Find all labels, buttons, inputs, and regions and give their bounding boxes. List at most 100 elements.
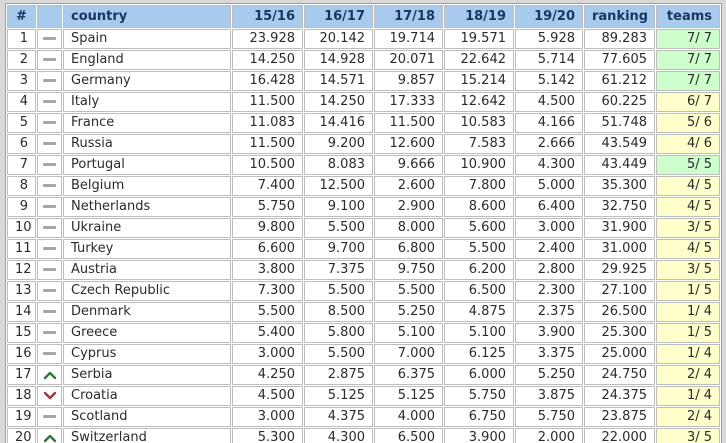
season-value-cell: 19.571: [444, 29, 514, 49]
table-row: 14 Denmark 5.500 8.500 5.250 4.875 2.375 26.500…: [7, 302, 720, 322]
season-value-cell: 12.642: [444, 92, 514, 112]
season-value-cell: 22.642: [444, 50, 514, 70]
season-value-cell: 4.375: [304, 407, 373, 427]
ranking-cell: 31.900: [584, 218, 655, 238]
country-cell: Scotland: [63, 407, 231, 427]
season-value-cell: 7.300: [232, 281, 303, 301]
country-coefficient-table: # country 15/16 16/17 17/18 18/19 19/20 …: [5, 3, 722, 443]
movement-cell: [37, 71, 62, 91]
country-cell: Ukraine: [63, 218, 231, 238]
ranking-cell: 31.000: [584, 239, 655, 259]
season-value-cell: 5.000: [515, 176, 583, 196]
table-row: 12 Austria 3.800 7.375 9.750 6.200 2.800 29.925…: [7, 260, 720, 280]
season-value-cell: 5.500: [232, 302, 303, 322]
table-row: 17 Serbia 4.250 2.875 6.375 6.000 5.250 24.750 2…: [7, 365, 720, 385]
table-row: 13 Czech Republic 7.300 5.500 5.500 6.500 2.30…: [7, 281, 720, 301]
ranking-cell: 43.449: [584, 155, 655, 175]
rank-cell: 8: [7, 176, 36, 196]
movement-cell: [37, 29, 62, 49]
rank-cell: 12: [7, 260, 36, 280]
country-cell: Croatia: [63, 386, 231, 406]
season-value-cell: 5.500: [304, 344, 373, 364]
col-header-season-19-20: 19/20: [515, 5, 583, 28]
chevron-down-icon: [43, 391, 56, 399]
season-value-cell: 9.857: [374, 71, 443, 91]
season-value-cell: 6.375: [374, 365, 443, 385]
country-cell: Russia: [63, 134, 231, 154]
dash-icon: [43, 268, 56, 271]
header-row: # country 15/16 16/17 17/18 18/19 19/20 …: [7, 5, 720, 28]
movement-cell: [37, 323, 62, 343]
dash-icon: [43, 415, 56, 418]
col-header-movement: [37, 5, 62, 28]
teams-cell: 1/ 4: [656, 386, 720, 406]
season-value-cell: 4.000: [374, 407, 443, 427]
ranking-cell: 22.000: [584, 428, 655, 443]
dash-icon: [43, 184, 56, 187]
movement-cell: [37, 239, 62, 259]
movement-cell: [37, 260, 62, 280]
rank-cell: 2: [7, 50, 36, 70]
ranking-cell: 26.500: [584, 302, 655, 322]
ranking-cell: 23.875: [584, 407, 655, 427]
col-header-teams: teams: [656, 5, 720, 28]
season-value-cell: 19.714: [374, 29, 443, 49]
country-cell: Italy: [63, 92, 231, 112]
season-value-cell: 11.500: [232, 134, 303, 154]
teams-cell: 1/ 5: [656, 323, 720, 343]
ranking-cell: 25.300: [584, 323, 655, 343]
season-value-cell: 4.875: [444, 302, 514, 322]
season-value-cell: 6.500: [444, 281, 514, 301]
ranking-cell: 32.750: [584, 197, 655, 217]
season-value-cell: 5.100: [374, 323, 443, 343]
season-value-cell: 9.700: [304, 239, 373, 259]
ranking-cell: 61.212: [584, 71, 655, 91]
country-cell: Belgium: [63, 176, 231, 196]
season-value-cell: 3.900: [515, 323, 583, 343]
rank-cell: 4: [7, 92, 36, 112]
table-row: 11 Turkey 6.600 9.700 6.800 5.500 2.400 31.000 4…: [7, 239, 720, 259]
movement-cell: [37, 281, 62, 301]
teams-cell: 3/ 5: [656, 428, 720, 443]
movement-cell: [37, 113, 62, 133]
season-value-cell: 5.800: [304, 323, 373, 343]
season-value-cell: 5.500: [304, 218, 373, 238]
ranking-cell: 24.375: [584, 386, 655, 406]
ranking-cell: 77.605: [584, 50, 655, 70]
country-cell: Switzerland: [63, 428, 231, 443]
season-value-cell: 6.000: [444, 365, 514, 385]
season-value-cell: 3.875: [515, 386, 583, 406]
chevron-up-icon: [43, 371, 56, 379]
season-value-cell: 14.250: [304, 92, 373, 112]
ranking-cell: 89.283: [584, 29, 655, 49]
movement-cell: [37, 428, 62, 443]
season-value-cell: 9.800: [232, 218, 303, 238]
season-value-cell: 5.714: [515, 50, 583, 70]
rank-cell: 3: [7, 71, 36, 91]
season-value-cell: 3.800: [232, 260, 303, 280]
season-value-cell: 5.750: [515, 407, 583, 427]
table-row: 20 Switzerland 5.300 4.300 6.500 3.900 2.000 22…: [7, 428, 720, 443]
season-value-cell: 5.750: [444, 386, 514, 406]
season-value-cell: 14.928: [304, 50, 373, 70]
season-value-cell: 2.900: [374, 197, 443, 217]
col-header-rank: #: [7, 5, 36, 28]
season-value-cell: 6.800: [374, 239, 443, 259]
table-row: 19 Scotland 3.000 4.375 4.000 6.750 5.750 23.87…: [7, 407, 720, 427]
season-value-cell: 6.400: [515, 197, 583, 217]
ranking-cell: 43.549: [584, 134, 655, 154]
table-row: 9 Netherlands 5.750 9.100 2.900 8.600 6.400 32.…: [7, 197, 720, 217]
season-value-cell: 2.000: [515, 428, 583, 443]
season-value-cell: 12.500: [304, 176, 373, 196]
season-value-cell: 7.583: [444, 134, 514, 154]
dash-icon: [43, 163, 56, 166]
country-cell: Germany: [63, 71, 231, 91]
season-value-cell: 9.200: [304, 134, 373, 154]
season-value-cell: 17.333: [374, 92, 443, 112]
season-value-cell: 6.200: [444, 260, 514, 280]
season-value-cell: 7.800: [444, 176, 514, 196]
season-value-cell: 5.125: [374, 386, 443, 406]
season-value-cell: 9.750: [374, 260, 443, 280]
rank-cell: 11: [7, 239, 36, 259]
dash-icon: [43, 352, 56, 355]
